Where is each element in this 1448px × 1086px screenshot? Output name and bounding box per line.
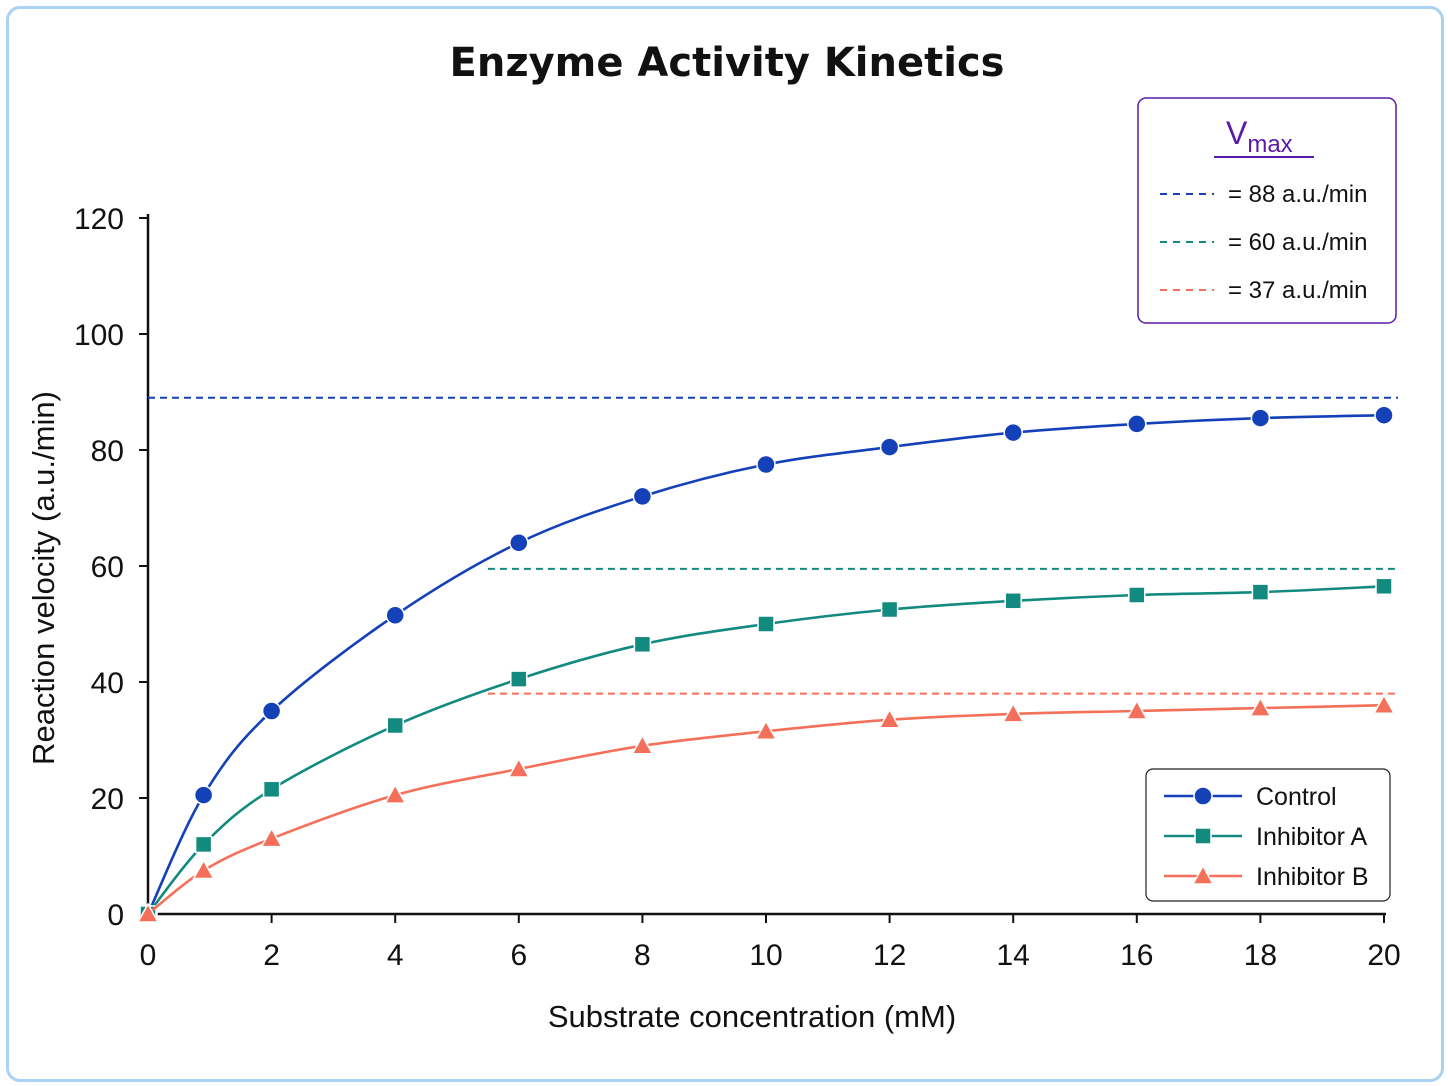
- data-point: [194, 835, 213, 854]
- vmax-reference-lines: [148, 396, 1398, 695]
- data-point: [631, 734, 654, 755]
- x-tick-label: 14: [997, 939, 1030, 972]
- data-point: [633, 635, 652, 654]
- data-point: [754, 719, 778, 741]
- data-point: [1001, 702, 1025, 723]
- legend: Control Inhibitor A Inhibitor B: [1145, 768, 1391, 902]
- data-point: [757, 615, 775, 633]
- legend-label: Inhibitor A: [1256, 823, 1368, 851]
- y-tick-label: 0: [107, 899, 124, 932]
- y-axis-label: Reaction velocity (a.u./min): [26, 391, 61, 765]
- data-point: [192, 858, 215, 880]
- data-point: [1375, 577, 1393, 596]
- x-tick-label: 12: [873, 939, 906, 972]
- data-point: [383, 783, 407, 804]
- series-line: [147, 703, 1385, 916]
- chart-title: Enzyme Activity Kinetics: [450, 40, 1005, 86]
- legend-label: Control: [1256, 783, 1337, 811]
- x-tick-label: 2: [263, 939, 280, 972]
- y-tick-label: 60: [91, 551, 124, 584]
- x-tick-label: 6: [510, 939, 527, 972]
- series-inhibitor-a: [139, 577, 1393, 923]
- data-point: [1372, 693, 1396, 714]
- x-tick-label: 0: [140, 939, 157, 972]
- y-tick-label: 20: [91, 783, 124, 816]
- data-point: [1004, 592, 1022, 610]
- y-tick-label: 40: [91, 667, 124, 700]
- x-tick-label: 20: [1367, 939, 1400, 972]
- x-axis-label: Substrate concentration (mM): [548, 999, 956, 1034]
- vmax-entry-label: = 37 a.u./min: [1228, 277, 1367, 304]
- data-point: [1250, 408, 1271, 428]
- vmax-box: Vmax = 88 a.u./min = 60 a.u./min = 37 a.u.…: [1137, 97, 1397, 324]
- axis-ticks: 0 2 4 6 8 10 12 14 16 18 20 0 20 40 60 80 100 120: [74, 203, 1401, 972]
- series-inhibitor-b: [136, 693, 1396, 923]
- vmax-entry: = 37 a.u./min: [1160, 277, 1367, 304]
- vmax-entry-label: = 88 a.u./min: [1228, 181, 1367, 208]
- data-point: [878, 708, 901, 729]
- vmax-box-title: Vmax: [1226, 115, 1293, 158]
- data-point: [756, 454, 776, 475]
- legend-marker-swatch: [1194, 827, 1212, 845]
- x-tick-label: 18: [1244, 939, 1277, 972]
- data-point: [1374, 405, 1394, 425]
- vmax-entry-label: = 60 a.u./min: [1228, 229, 1367, 256]
- data-point: [1125, 699, 1149, 720]
- data-point: [509, 533, 529, 553]
- data-point: [1249, 696, 1272, 717]
- data-point: [632, 486, 653, 507]
- vmax-entry: = 60 a.u./min: [1160, 229, 1367, 256]
- y-tick-label: 80: [91, 435, 124, 468]
- vmax-entries: = 88 a.u./min = 60 a.u./min = 37 a.u./min: [1160, 181, 1367, 304]
- data-series: [136, 405, 1396, 924]
- data-point: [261, 701, 282, 721]
- legend-item: Inhibitor A: [1164, 823, 1368, 851]
- data-point: [262, 780, 281, 799]
- legend-item: Inhibitor B: [1164, 863, 1369, 891]
- data-point: [1251, 583, 1270, 601]
- x-tick-label: 16: [1120, 939, 1153, 972]
- data-point: [1127, 414, 1147, 434]
- data-point: [507, 757, 531, 778]
- x-tick-label: 8: [634, 939, 651, 972]
- data-point: [880, 600, 899, 619]
- vmax-box-frame: [1137, 97, 1397, 324]
- data-point: [386, 716, 404, 735]
- data-point: [260, 827, 283, 848]
- y-tick-label: 120: [74, 203, 124, 236]
- legend-label: Inhibitor B: [1256, 863, 1369, 891]
- data-point: [136, 902, 160, 923]
- legend-marker-swatch: [1193, 786, 1213, 806]
- x-tick-label: 4: [387, 939, 404, 972]
- legend-marker-swatch: [1191, 864, 1215, 885]
- vmax-entry: = 88 a.u./min: [1160, 181, 1367, 208]
- data-point: [1003, 422, 1023, 443]
- data-point: [385, 605, 405, 626]
- x-tick-label: 10: [749, 939, 782, 972]
- y-tick-label: 100: [74, 319, 124, 352]
- data-point: [193, 785, 214, 805]
- data-point: [879, 437, 900, 457]
- legend-item: Control: [1164, 783, 1337, 811]
- series-control: [138, 405, 1394, 924]
- data-point: [510, 670, 528, 688]
- data-point: [1128, 586, 1146, 604]
- legend-entries: Control Inhibitor A Inhibitor B: [1164, 783, 1369, 891]
